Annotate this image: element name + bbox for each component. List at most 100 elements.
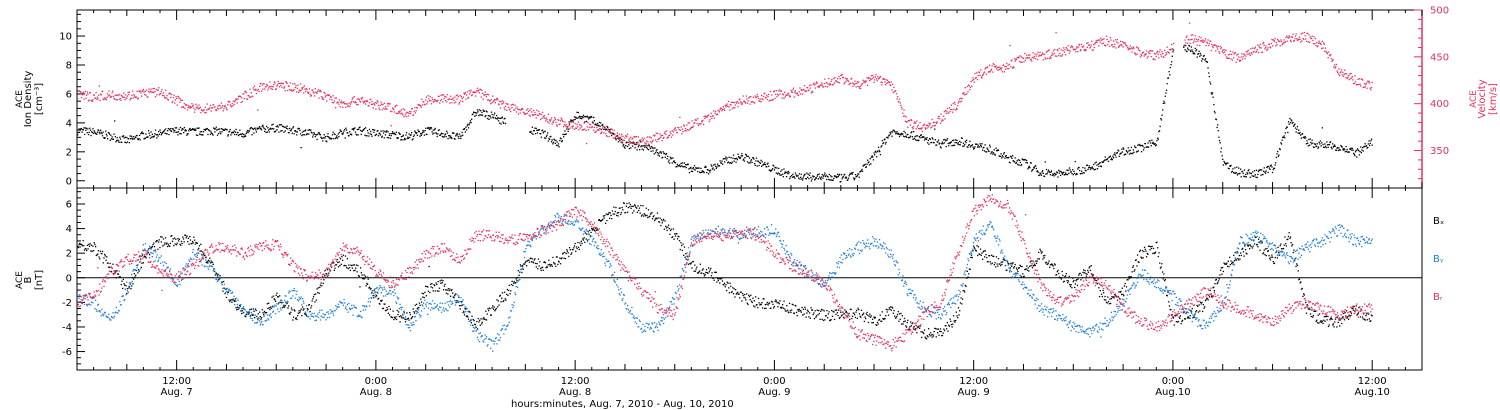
bx-point	[654, 219, 656, 222]
bx-point	[218, 278, 221, 280]
velocity-point	[481, 92, 484, 94]
density-point	[385, 131, 387, 133]
bx-point	[391, 316, 394, 319]
velocity-point	[1106, 38, 1108, 40]
velocity-point	[240, 101, 242, 103]
bx-point	[607, 213, 609, 215]
density-point	[477, 111, 479, 113]
velocity-point	[1155, 53, 1157, 55]
density-point	[729, 162, 731, 164]
density-point	[827, 176, 829, 178]
bx-point	[227, 291, 230, 293]
density-point	[160, 134, 162, 136]
density-point	[658, 152, 660, 155]
density-point	[1158, 130, 1160, 133]
velocity-point	[993, 63, 995, 66]
velocity-point	[742, 95, 744, 97]
velocity-point	[1238, 56, 1240, 58]
density-point	[465, 126, 467, 128]
velocity-point	[1134, 52, 1136, 55]
bx-point	[664, 220, 666, 222]
velocity-point	[664, 131, 666, 133]
density-point	[465, 129, 468, 131]
velocity-point	[844, 77, 846, 79]
bx-point	[420, 298, 422, 300]
density-point	[455, 134, 457, 136]
bx-point	[137, 269, 140, 271]
velocity-point	[137, 97, 139, 99]
bottom-panel-frame	[76, 187, 1423, 371]
bx-point	[360, 272, 362, 274]
density-point	[713, 164, 715, 166]
velocity-point	[1105, 44, 1107, 47]
density-point	[666, 158, 668, 160]
density-point	[727, 161, 730, 163]
velocity-point	[128, 91, 130, 93]
density-point	[1328, 144, 1330, 146]
density-point	[792, 173, 794, 175]
velocity-point	[1117, 42, 1119, 44]
density-point	[1335, 149, 1337, 151]
density-point	[543, 137, 546, 139]
velocity-point	[773, 90, 776, 92]
bx-point	[503, 300, 505, 302]
bx-point	[686, 255, 688, 257]
velocity-point	[171, 101, 173, 104]
density-point	[791, 174, 793, 177]
velocity-point	[741, 102, 744, 104]
velocity-point	[492, 95, 494, 97]
density-point	[408, 133, 410, 135]
bx-point	[600, 220, 602, 222]
velocity-point	[482, 98, 484, 100]
bx-point	[580, 240, 582, 242]
bx-point	[591, 229, 594, 231]
density-point	[664, 156, 666, 158]
velocity-point	[562, 121, 564, 123]
velocity-point	[380, 101, 382, 103]
velocity-point	[883, 77, 885, 80]
velocity-point	[1347, 76, 1349, 78]
bx-point	[555, 256, 558, 258]
bx-point	[527, 259, 529, 261]
velocity-point	[1098, 45, 1100, 47]
velocity-point	[1282, 43, 1284, 45]
density-point	[1208, 72, 1210, 74]
bx-point	[426, 285, 428, 288]
density-point	[854, 174, 857, 176]
density-point	[261, 125, 263, 127]
velocity-point	[151, 91, 153, 93]
bx-point	[289, 313, 291, 315]
velocity-point	[710, 112, 712, 114]
bx-point	[400, 315, 402, 317]
velocity-point	[902, 112, 904, 114]
bx-point	[699, 270, 701, 272]
density-point	[652, 150, 654, 152]
velocity-point	[1324, 50, 1326, 52]
velocity-point	[298, 91, 300, 94]
density-point	[862, 165, 864, 167]
density-point	[278, 131, 280, 133]
velocity-point	[605, 134, 608, 137]
velocity-point	[950, 104, 952, 106]
velocity-point	[756, 93, 758, 96]
velocity-point	[130, 97, 132, 99]
velocity-point	[153, 87, 155, 90]
density-point	[1135, 146, 1137, 149]
velocity-point	[758, 100, 760, 102]
velocity-point	[368, 105, 370, 107]
velocity-point	[389, 103, 391, 105]
velocity-point	[651, 142, 653, 144]
velocity-point	[1204, 40, 1206, 42]
velocity-point	[748, 96, 751, 98]
bx-point	[559, 263, 562, 265]
bx-point	[431, 283, 433, 285]
velocity-point	[439, 102, 441, 104]
density-point	[310, 131, 312, 133]
velocity-point	[663, 132, 666, 134]
density-point	[674, 162, 677, 164]
velocity-point	[627, 142, 629, 144]
bx-point	[241, 312, 243, 315]
velocity-point	[955, 109, 957, 111]
velocity-point	[876, 80, 878, 82]
velocity-point	[99, 99, 101, 102]
